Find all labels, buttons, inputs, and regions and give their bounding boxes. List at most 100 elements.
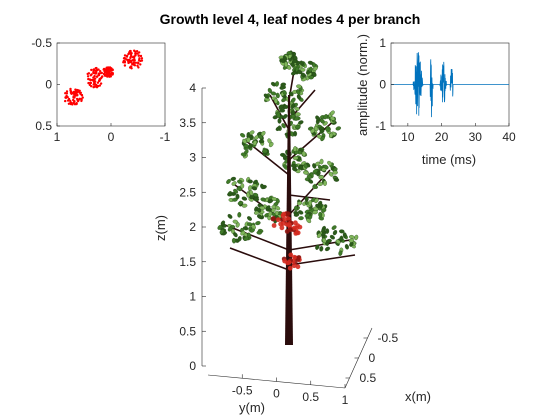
tree-fruit-blob	[295, 256, 301, 262]
tree-ztick-label: 2	[189, 220, 196, 234]
tree-leaf	[236, 186, 243, 191]
top-view-point	[69, 101, 72, 105]
tree-leaf	[243, 236, 249, 241]
tree-ztick-label: 3	[189, 151, 196, 165]
top-view-point	[73, 100, 76, 103]
tree-leaf	[335, 239, 341, 244]
tree-leaf	[231, 237, 236, 244]
tree-ytick-label: 0.5	[302, 390, 319, 404]
top-view-point	[133, 49, 136, 52]
top-view-point	[128, 51, 131, 54]
top-view-point	[129, 56, 132, 60]
tree-branch	[288, 194, 331, 201]
tree-leaf	[262, 149, 268, 154]
tree-leaf	[240, 230, 246, 236]
tree-leaf	[291, 71, 297, 76]
top-view-point	[135, 50, 139, 53]
tree-leaf	[242, 226, 249, 231]
tree-leaf	[321, 208, 327, 213]
tree-fruit-blob	[287, 265, 293, 271]
top-view-point	[86, 75, 90, 78]
top-view-point	[139, 59, 142, 63]
top-view-point	[92, 68, 95, 71]
top-view-axes-box	[56, 42, 166, 127]
tree-fruit-blob	[288, 252, 294, 258]
echo-xlabel: time (ms)	[422, 152, 476, 167]
tree-leaf	[240, 133, 246, 138]
tree-leaf	[255, 221, 261, 226]
tree-leaf	[330, 110, 335, 116]
top-view-point	[94, 67, 98, 70]
echo-signal-plot: 10 20 30 40 -1 0 1 time (ms) amplitude (norm.)	[355, 34, 516, 167]
top-view-point	[139, 63, 142, 66]
top-view-point	[89, 78, 92, 82]
tree-ztick-label: 2.5	[179, 185, 196, 199]
tree-leaf	[300, 72, 306, 78]
top-view-point	[96, 84, 100, 88]
tree-leaf	[231, 181, 237, 186]
tree-leaf	[252, 140, 258, 146]
top-view-point	[79, 91, 83, 95]
tree-leaf	[320, 136, 325, 142]
tree-leaf	[241, 196, 248, 201]
tree-leaf	[324, 246, 331, 252]
tree-leaf	[233, 188, 239, 194]
tree-leaf	[325, 228, 330, 234]
tree-leaf	[325, 127, 331, 132]
tree-leaf	[281, 123, 286, 129]
top-view-point	[74, 90, 78, 94]
top-view-point	[137, 54, 140, 57]
tree-leaf	[348, 238, 355, 243]
tree-leaf	[226, 179, 231, 184]
top-view-point	[65, 90, 69, 93]
tree-zlabel: z(m)	[153, 215, 168, 241]
echo-signal-line	[391, 52, 509, 118]
tree-leaf	[312, 66, 318, 71]
tree-leaf	[326, 238, 332, 243]
tree-leaf	[227, 226, 233, 232]
tree-leaf	[267, 199, 273, 204]
tree-leaf	[290, 103, 296, 109]
top-view-point	[137, 61, 140, 64]
top-view-point	[125, 55, 129, 58]
tree-leaf	[308, 75, 314, 80]
top-view-point	[96, 75, 99, 78]
tree-ztick-label: 3.5	[179, 116, 196, 130]
tree-leaf	[339, 235, 344, 242]
top-view-point	[99, 70, 102, 73]
tree-leaf	[312, 169, 318, 174]
tree-ztick-label: 4	[189, 81, 196, 95]
top-view-point	[77, 89, 80, 92]
top-view-point	[98, 72, 102, 75]
top-view-point	[74, 88, 77, 91]
tree-leaf	[275, 205, 281, 211]
tree-leaf	[282, 90, 287, 96]
top-view-point	[138, 57, 141, 60]
tree-leaf	[312, 210, 318, 215]
top-view-point	[107, 70, 110, 73]
top-view-point	[133, 58, 136, 61]
top-view-point	[110, 71, 113, 75]
tree-leaf	[281, 97, 287, 103]
tree-leaf	[271, 197, 277, 201]
top-view-point	[108, 75, 111, 78]
tree-leaf	[332, 170, 338, 175]
tree-leaf	[328, 132, 334, 139]
top-view-point	[80, 97, 83, 101]
top-view-point	[130, 65, 133, 68]
top-view-point	[66, 96, 69, 99]
tree-leaf	[252, 179, 258, 185]
tree-leaf	[291, 59, 298, 64]
top-view-ytick-label: -0.5	[31, 36, 52, 50]
tree-leaf	[331, 225, 337, 230]
top-view-point	[106, 75, 109, 78]
tree-leaf	[295, 112, 301, 117]
tree-fruit-blob	[291, 263, 297, 269]
tree-leaf	[315, 115, 320, 121]
tree-leaf	[308, 66, 313, 73]
tree-leaf	[319, 246, 324, 252]
tree-leaf	[327, 160, 332, 166]
top-view-point	[139, 54, 143, 58]
top-view-point	[123, 64, 127, 67]
